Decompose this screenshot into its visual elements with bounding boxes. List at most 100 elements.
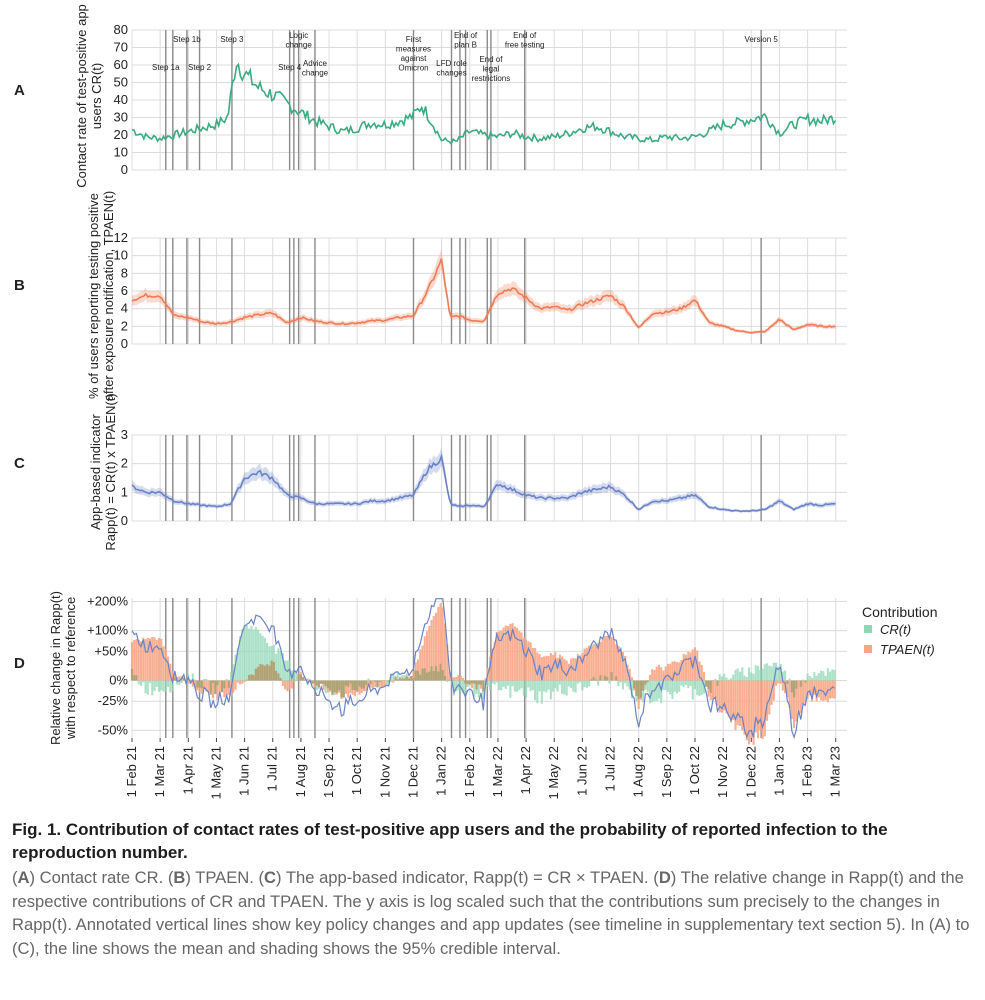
y-axis-label-a-line: users CR(t) <box>89 63 104 129</box>
tpaen-bar <box>608 635 611 681</box>
overlap-bar <box>209 680 212 694</box>
tpaen-bar <box>234 680 237 690</box>
cr-bar <box>747 667 751 681</box>
y-tick-label: 40 <box>114 92 128 107</box>
tpaen-bar <box>579 655 582 681</box>
event-annotation: Step 1b <box>173 35 201 44</box>
tpaen-bar <box>507 625 510 681</box>
event-annotation-text: legal <box>482 65 499 74</box>
legend-title: Contribution <box>862 604 938 620</box>
tpaen-bar <box>452 677 456 681</box>
panel-letter-d: D <box>14 655 25 672</box>
cr-bar <box>777 666 780 681</box>
cr-bar <box>770 666 773 681</box>
event-annotation-text: free testing <box>505 41 545 50</box>
event-annotation: Step 2 <box>188 63 212 72</box>
cr-bar <box>498 680 501 690</box>
x-tick-label: 1 Dec 22 <box>743 746 758 798</box>
event-annotation-text: First <box>406 35 422 44</box>
tpaen-bar <box>563 658 566 681</box>
panel-a: 0 10 20 30 40 50 60 70 80 Step 1a Step 1b Step 2 Ste… <box>114 22 847 177</box>
caption-c-label: C <box>264 868 277 887</box>
overlap-bar <box>277 673 280 681</box>
caption-b-text: TPAEN. <box>195 868 254 887</box>
tpaen-bar <box>189 679 192 681</box>
cr-bar <box>822 671 825 681</box>
tpaen-bar <box>281 680 284 687</box>
overlap-bar <box>603 675 606 681</box>
cr-bar <box>180 680 183 684</box>
cr-bar <box>459 680 462 693</box>
tpaen-bar <box>241 680 244 684</box>
overlap-bar <box>466 680 469 684</box>
overlap-bar <box>259 664 262 681</box>
tpaen-bar <box>549 653 552 681</box>
cr-bar <box>268 646 271 681</box>
y-tick-label: 70 <box>114 40 128 55</box>
event-annotation-text: End of <box>479 55 503 64</box>
cr-bar <box>266 642 269 681</box>
cr-bar <box>164 680 167 692</box>
tpaen-bar <box>212 680 215 699</box>
overlap-bar <box>475 680 478 690</box>
tpaen-bar <box>322 680 325 691</box>
cr-bar <box>581 680 584 691</box>
overlap-bar <box>416 671 420 681</box>
tpaen-bar <box>306 678 309 681</box>
x-tick-label: 1 May 21 <box>208 746 223 799</box>
x-tick-label: 1 Aug 22 <box>631 746 646 797</box>
cr-bar <box>234 654 237 681</box>
overlap-bar <box>432 671 435 681</box>
x-tick-label: 1 Dec 21 <box>405 746 420 798</box>
overlap-bar <box>707 680 710 689</box>
cr-bar <box>621 680 624 690</box>
cr-bar <box>502 680 505 687</box>
tpaen-bar <box>729 680 733 723</box>
cr-bar <box>538 680 541 692</box>
cr-bar <box>761 668 764 681</box>
tpaen-bar <box>227 680 230 696</box>
cr-bar <box>477 680 480 698</box>
legend-label-tpaen: TPAEN(t) <box>880 642 935 657</box>
tpaen-bar <box>680 660 683 681</box>
tpaen-bar <box>811 680 814 702</box>
panel-d: +200% +100% +50% 0% -25% -50% Contribution CR(t… <box>87 594 938 745</box>
cr-bar <box>531 680 534 691</box>
tpaen-bar <box>446 644 449 681</box>
tpaen-bar <box>430 619 433 681</box>
tpaen-bar <box>788 680 791 708</box>
cr-bar <box>671 680 674 700</box>
tpaen-bar <box>421 645 424 681</box>
tpaen-bar <box>831 680 834 699</box>
overlap-bar <box>245 679 248 681</box>
cr-bar <box>732 674 735 681</box>
series-line <box>131 453 836 513</box>
tpaen-bar <box>349 680 352 694</box>
tpaen-bar <box>741 680 744 731</box>
cr-bar <box>148 680 152 683</box>
tpaen-bar <box>178 676 181 681</box>
legend-swatch-tpaen <box>864 645 872 653</box>
overlap-bar <box>270 660 273 681</box>
cr-bar <box>225 678 228 681</box>
overlap-bar <box>799 680 802 687</box>
tpaen-bar <box>576 653 579 681</box>
tpaen-bar <box>612 639 615 681</box>
x-tick-label: 1 Oct 21 <box>349 746 364 795</box>
cr-bar <box>700 680 703 695</box>
overlap-bar <box>606 676 609 681</box>
tpaen-bar <box>286 680 289 692</box>
cr-bar <box>295 672 298 681</box>
x-tick-label: 1 Sep 22 <box>659 746 674 798</box>
caption-b-label: B <box>173 868 186 887</box>
caption-c-text: The app-based indicator, Rapp(t) = CR × … <box>285 868 649 887</box>
y-axis-label-c: App-based indicator Rapp(t) = CR(t) x TPA… <box>88 393 118 550</box>
tpaen-bar <box>162 646 165 681</box>
tpaen-bar <box>824 680 827 701</box>
cr-bar <box>574 680 577 693</box>
cr-bar <box>729 678 733 681</box>
event-annotation-text: plan B <box>454 41 477 50</box>
overlap-bar <box>419 674 422 681</box>
tpaen-bar <box>207 680 210 693</box>
cr-bar <box>286 660 289 681</box>
